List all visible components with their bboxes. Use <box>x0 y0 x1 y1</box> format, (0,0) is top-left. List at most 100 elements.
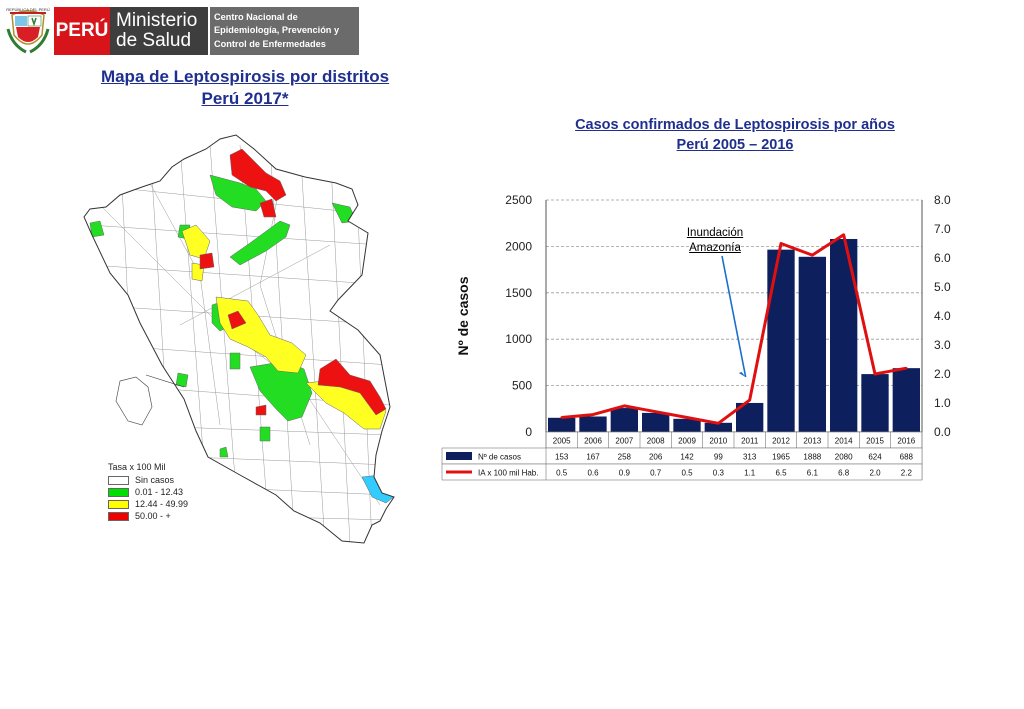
chart-title-line-2: Perú 2005 – 2016 <box>676 137 794 153</box>
data-label: 624 <box>868 453 882 462</box>
y2-tick-label: 1.0 <box>934 396 951 410</box>
legend-label: Sin casos <box>135 475 175 485</box>
line-point <box>685 416 689 419</box>
map-title-line-1: Mapa de Leptospirosis por distritos <box>100 67 390 86</box>
center-line-3: Control de Enfermedades <box>214 38 326 49</box>
data-label: 1965 <box>772 453 790 462</box>
bar <box>642 412 670 432</box>
center-line-1: Centro Nacional de <box>214 12 298 22</box>
legend-item: 50.00 - + <box>108 510 218 522</box>
chart-title: Casos confirmados de Leptospirosis por a… <box>535 115 935 155</box>
line-point <box>748 398 751 402</box>
y2-tick-label: 2.0 <box>934 367 951 381</box>
table-series-row <box>441 463 923 481</box>
annotation-arrow <box>721 255 747 378</box>
legend-label: 12.44 - 49.99 <box>135 499 189 509</box>
chart-annotation: Inundación Amazonía <box>672 226 758 256</box>
legend-item: Sin casos <box>108 474 218 486</box>
leptospirosis-cases-chart: 0 500 1000 1500 2000 2500 0.0 1.0 2.0 3.0 4.0 5.0 6.… <box>441 193 951 481</box>
bar-series <box>548 238 920 432</box>
incidence-line <box>561 233 907 425</box>
data-label: 99 <box>714 453 723 462</box>
line-point <box>560 416 563 419</box>
y-axis-label: Nº de casos <box>455 276 471 355</box>
data-label: 153 <box>555 453 569 462</box>
y-tick-label: 500 <box>512 379 532 393</box>
y2-tick-label: 3.0 <box>934 338 951 352</box>
ministry-brand-box: Ministerio de Salud <box>110 7 208 55</box>
legend-swatch-bar <box>446 452 472 460</box>
chart-title-line-1: Casos confirmados de Leptospirosis por a… <box>575 117 895 133</box>
x-tick-label: 2011 <box>741 437 759 446</box>
data-label: 2.2 <box>901 469 913 478</box>
x-tick-label: 2012 <box>772 437 790 446</box>
x-tick-label: 2014 <box>835 437 853 446</box>
line-point <box>873 372 877 376</box>
lima-inset <box>115 376 153 426</box>
svg-text:REPÚBLICA DEL PERÚ: REPÚBLICA DEL PERÚ <box>6 7 50 12</box>
data-label: 0.3 <box>713 469 725 478</box>
legend-label: IA x 100 mil Hab. <box>478 469 538 478</box>
data-label: 142 <box>680 453 694 462</box>
bar <box>704 422 732 432</box>
data-label: 1888 <box>803 453 821 462</box>
legend-item: 12.44 - 49.99 <box>108 498 218 510</box>
y-tick-label: 2000 <box>505 239 532 253</box>
data-label: 1.1 <box>744 469 756 478</box>
legend-swatch <box>108 475 129 485</box>
legend-swatch <box>108 499 129 509</box>
peru-district-map <box>83 134 395 544</box>
line-point <box>811 253 814 257</box>
line-point <box>779 242 783 245</box>
legend-label: 50.00 - + <box>135 511 171 521</box>
x-tick-label: 2007 <box>615 437 633 446</box>
y2-tick-label: 0.0 <box>934 425 951 439</box>
line-series <box>560 233 908 425</box>
line-point <box>654 410 657 413</box>
line-point <box>842 233 845 236</box>
data-label: 167 <box>586 453 600 462</box>
annotation-line-1: Inundación <box>686 227 744 239</box>
data-label: 0.9 <box>619 469 631 478</box>
red-districts <box>199 148 387 416</box>
data-label: 6.1 <box>807 469 819 478</box>
bar <box>892 368 920 432</box>
y2-tick-label: 7.0 <box>934 222 951 236</box>
data-label: 0.6 <box>587 469 599 478</box>
axes: 0 500 1000 1500 2000 2500 0.0 1.0 2.0 3.0 4.0 5.0 6.… <box>455 193 951 439</box>
data-label: 0.5 <box>681 469 693 478</box>
ministry-line-2: de Salud <box>116 30 192 51</box>
bar <box>767 249 795 432</box>
y-tick-label: 1500 <box>505 286 532 300</box>
data-label: 2080 <box>835 453 853 462</box>
bar <box>610 408 638 432</box>
peru-coat-of-arms-icon: REPÚBLICA DEL PERÚ <box>6 7 50 54</box>
y2-tick-label: 6.0 <box>934 251 951 265</box>
x-tick-label: 2009 <box>678 437 696 446</box>
x-tick-label: 2013 <box>803 437 821 446</box>
x-tick-label: 2010 <box>709 437 727 446</box>
annotation-line-2: Amazonía <box>689 242 741 254</box>
x-tick-label: 2015 <box>866 437 884 446</box>
y2-tick-label: 8.0 <box>934 193 951 207</box>
data-label: 688 <box>900 453 914 462</box>
map-title-line-2: Perú 2017* <box>201 89 289 108</box>
data-label: 258 <box>618 453 632 462</box>
bar <box>673 418 701 432</box>
legend-swatch <box>108 511 129 521</box>
bar <box>548 417 576 432</box>
ministry-line-1: Ministerio <box>116 10 198 31</box>
data-label: 313 <box>743 453 757 462</box>
data-table: 2005 2006 2007 2008 2009 2010 2011 2012 2013 2014… <box>441 431 923 481</box>
map-legend: Tasa x 100 Mil Sin casos 0.01 - 12.43 12… <box>108 461 218 522</box>
x-tick-label: 2008 <box>647 437 665 446</box>
data-label: 2.0 <box>869 469 881 478</box>
data-label: 6.8 <box>838 469 850 478</box>
map-title: Mapa de Leptospirosis por distritos Perú… <box>70 66 420 110</box>
x-tick-label: 2005 <box>553 437 571 446</box>
y2-tick-label: 4.0 <box>934 309 951 323</box>
peru-outline <box>83 134 395 544</box>
legend-label: 0.01 - 12.43 <box>135 487 184 497</box>
y2-tick-label: 5.0 <box>934 280 951 294</box>
line-point <box>591 413 595 416</box>
